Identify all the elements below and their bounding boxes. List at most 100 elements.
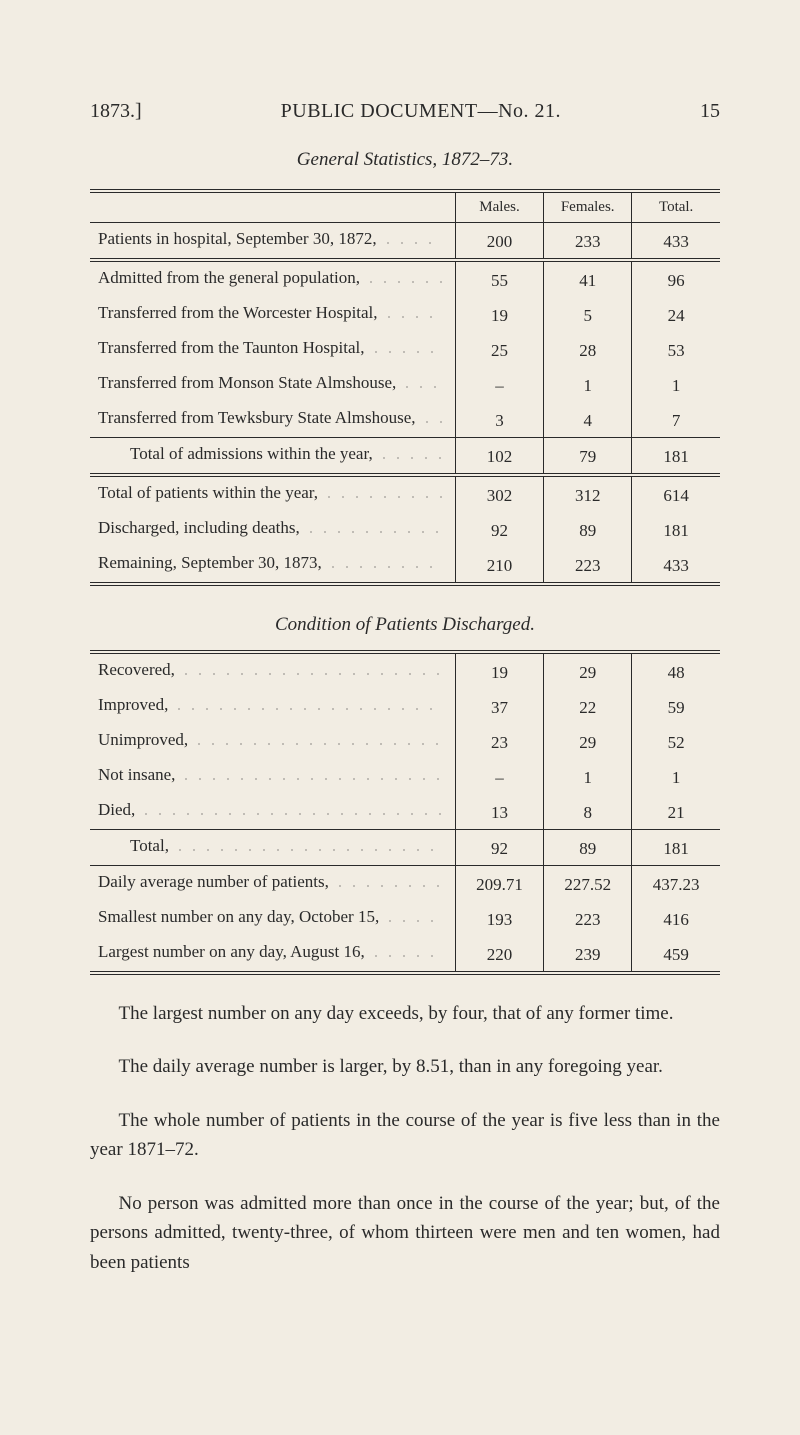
table-row: Transferred from Tewksbury State Almshou… — [90, 402, 720, 438]
table-row: Total,9289181 — [90, 830, 720, 866]
cell: 433 — [632, 223, 720, 261]
cell: 53 — [632, 332, 720, 367]
cell: 19 — [455, 297, 543, 332]
cell: 223 — [544, 901, 632, 936]
table2-title: Condition of Patients Discharged. — [90, 614, 720, 636]
row-label: Transferred from the Worcester Hospital, — [90, 297, 455, 332]
subtitle: General Statistics, 1872–73. — [90, 149, 720, 171]
cell: 3 — [455, 402, 543, 438]
body-text: The largest number on any day exceeds, b… — [90, 999, 720, 1277]
cell: 22 — [544, 689, 632, 724]
cell: 1 — [632, 367, 720, 402]
cell: 5 — [544, 297, 632, 332]
cell: 220 — [455, 936, 543, 973]
cell: 29 — [544, 652, 632, 689]
table-row: Transferred from the Taunton Hospital,25… — [90, 332, 720, 367]
cell: 239 — [544, 936, 632, 973]
paragraph: No person was admitted more than once in… — [90, 1189, 720, 1277]
row-label: Largest number on any day, August 16, — [90, 936, 455, 973]
paragraph: The daily average number is larger, by 8… — [90, 1052, 720, 1081]
table-row: Died,13821 — [90, 794, 720, 830]
cell: 4 — [544, 402, 632, 438]
col-males: Males. — [455, 191, 543, 223]
cell: 209.71 — [455, 866, 543, 902]
row-label: Daily average number of patients, — [90, 866, 455, 902]
row-label: Remaining, September 30, 1873, — [90, 547, 455, 584]
cell: 89 — [544, 830, 632, 866]
cell: 7 — [632, 402, 720, 438]
table-row: Remaining, September 30, 1873,210223433 — [90, 547, 720, 584]
cell: 92 — [455, 830, 543, 866]
cell: 24 — [632, 297, 720, 332]
row-label: Total of admissions within the year, — [90, 438, 455, 476]
paragraph: The whole number of patients in the cour… — [90, 1106, 720, 1165]
table-row: Largest number on any day, August 16,220… — [90, 936, 720, 973]
cell: 437.23 — [632, 866, 720, 902]
cell: 302 — [455, 475, 543, 512]
cell: 23 — [455, 724, 543, 759]
running-head: 1873.] PUBLIC DOCUMENT—No. 21. 15 — [90, 100, 720, 123]
running-head-right: 15 — [700, 100, 720, 123]
cell: 79 — [544, 438, 632, 476]
cell: 25 — [455, 332, 543, 367]
table-row: Transferred from Monson State Almshouse,… — [90, 367, 720, 402]
table-row: Recovered,192948 — [90, 652, 720, 689]
table-row: Smallest number on any day, October 15,1… — [90, 901, 720, 936]
cell: 21 — [632, 794, 720, 830]
cell: 312 — [544, 475, 632, 512]
page: 1873.] PUBLIC DOCUMENT—No. 21. 15 Genera… — [0, 0, 800, 1435]
cell: 96 — [632, 260, 720, 297]
cell: 52 — [632, 724, 720, 759]
row-label: Died, — [90, 794, 455, 830]
row-label: Discharged, including deaths, — [90, 512, 455, 547]
cell: 59 — [632, 689, 720, 724]
cell: 227.52 — [544, 866, 632, 902]
cell: 28 — [544, 332, 632, 367]
cell: 416 — [632, 901, 720, 936]
cell: – — [455, 759, 543, 794]
row-label: Not insane, — [90, 759, 455, 794]
cell: 233 — [544, 223, 632, 261]
paragraph: The largest number on any day exceeds, b… — [90, 999, 720, 1028]
table-general-statistics: Males. Females. Total. Patients in hospi… — [90, 189, 720, 586]
cell: 102 — [455, 438, 543, 476]
row-label: Total, — [90, 830, 455, 866]
cell: 1 — [544, 367, 632, 402]
table-row: Not insane,–11 — [90, 759, 720, 794]
table-row: Improved,372259 — [90, 689, 720, 724]
cell: 181 — [632, 438, 720, 476]
row-label: Unimproved, — [90, 724, 455, 759]
cell: 29 — [544, 724, 632, 759]
cell: 13 — [455, 794, 543, 830]
row-label: Admitted from the general population, — [90, 260, 455, 297]
table-row: Patients in hospital, September 30, 1872… — [90, 223, 720, 261]
cell: 200 — [455, 223, 543, 261]
cell: 459 — [632, 936, 720, 973]
row-label: Recovered, — [90, 652, 455, 689]
row-label: Total of patients within the year, — [90, 475, 455, 512]
table-row: Daily average number of patients,209.712… — [90, 866, 720, 902]
cell: 210 — [455, 547, 543, 584]
cell: 223 — [544, 547, 632, 584]
running-head-left: 1873.] — [90, 100, 142, 123]
cell: 19 — [455, 652, 543, 689]
row-label: Improved, — [90, 689, 455, 724]
cell: – — [455, 367, 543, 402]
col-total: Total. — [632, 191, 720, 223]
table-row: Transferred from the Worcester Hospital,… — [90, 297, 720, 332]
table-row: Total of patients within the year,302312… — [90, 475, 720, 512]
table-row: Unimproved,232952 — [90, 724, 720, 759]
cell: 37 — [455, 689, 543, 724]
cell: 193 — [455, 901, 543, 936]
table-condition-discharged: Recovered,192948Improved,372259Unimprove… — [90, 650, 720, 975]
table-row: Admitted from the general population,554… — [90, 260, 720, 297]
row-label: Patients in hospital, September 30, 1872… — [90, 223, 455, 261]
row-label: Transferred from the Taunton Hospital, — [90, 332, 455, 367]
cell: 433 — [632, 547, 720, 584]
cell: 1 — [544, 759, 632, 794]
table-row: Discharged, including deaths,9289181 — [90, 512, 720, 547]
col-females: Females. — [544, 191, 632, 223]
cell: 41 — [544, 260, 632, 297]
table-row: Total of admissions within the year,1027… — [90, 438, 720, 476]
row-label: Transferred from Tewksbury State Almshou… — [90, 402, 455, 438]
